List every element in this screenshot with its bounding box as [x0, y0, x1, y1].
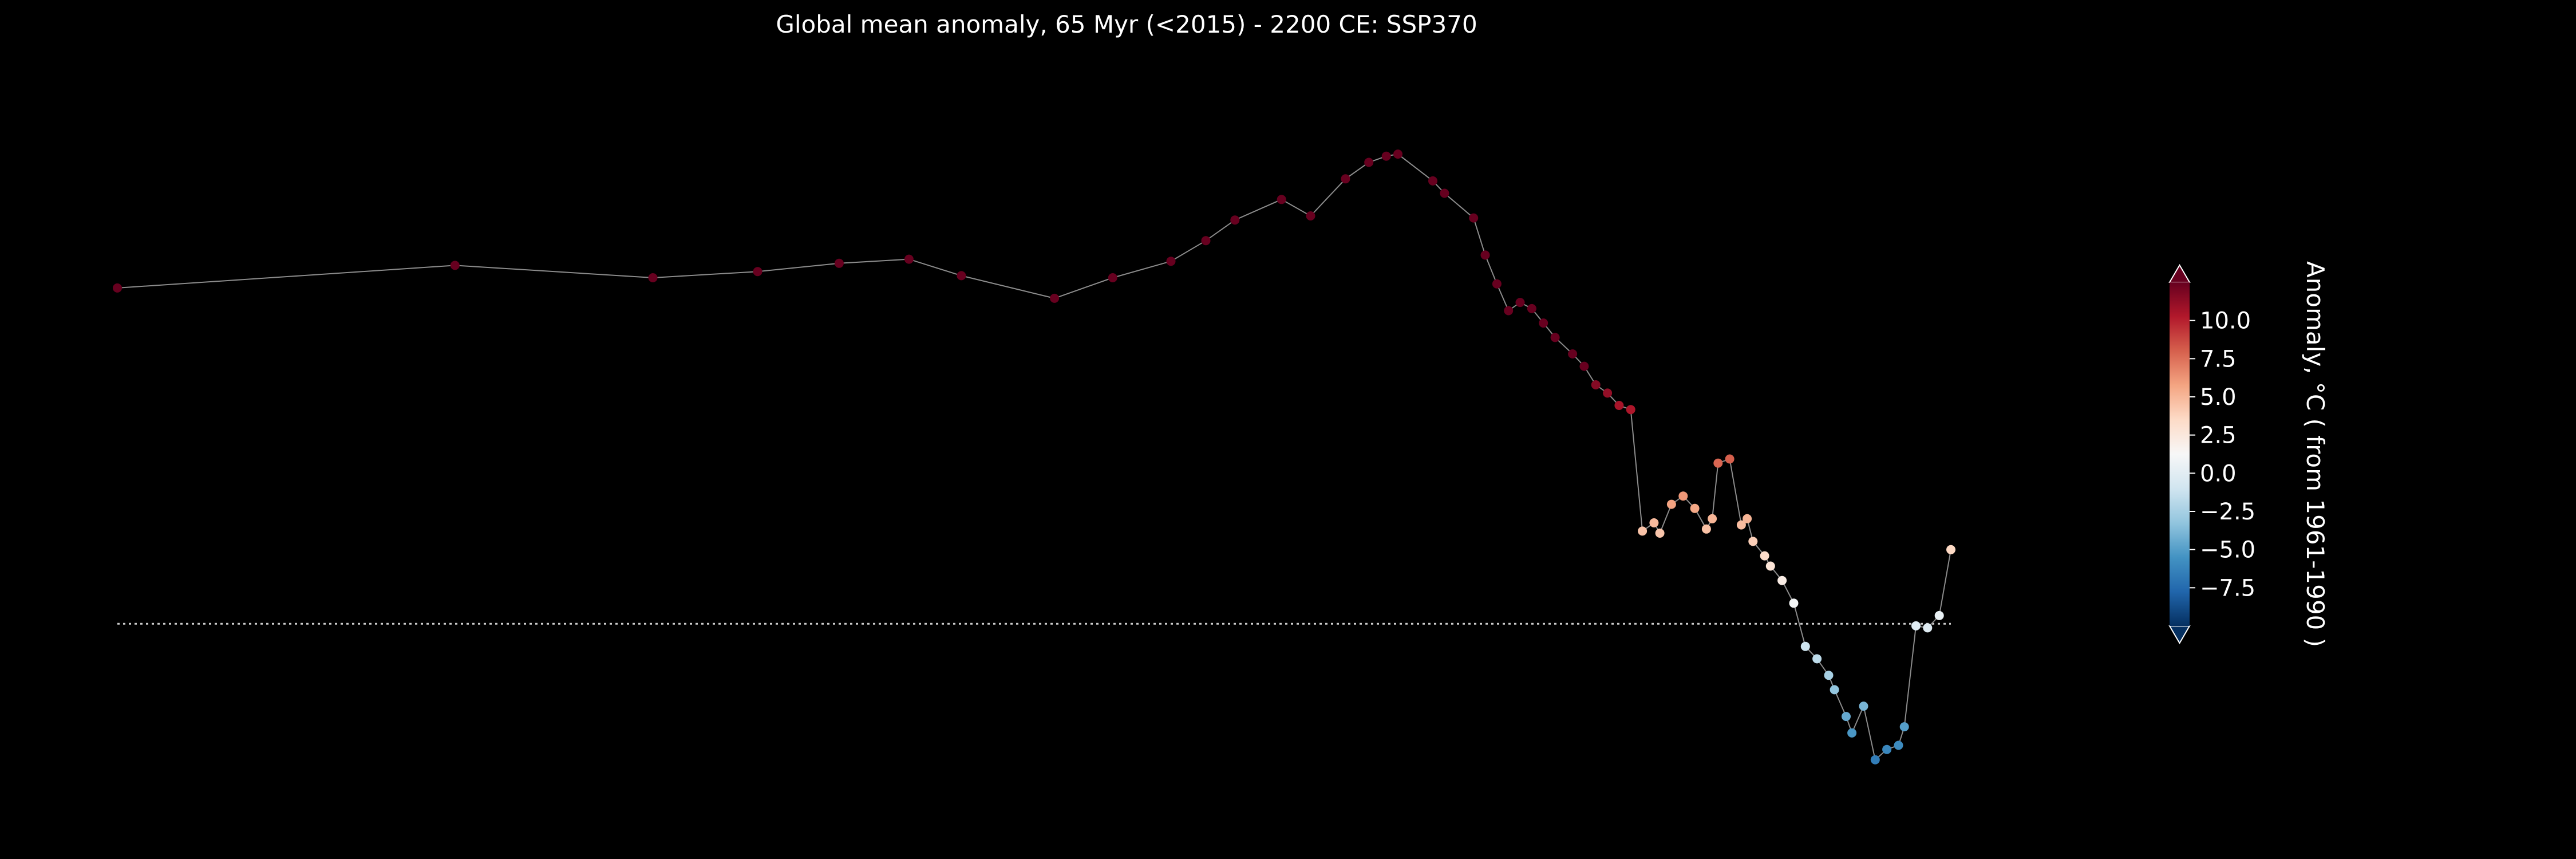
data-point: [1166, 257, 1176, 266]
data-point: [648, 273, 658, 282]
data-point: [1201, 236, 1211, 246]
data-point: [1701, 524, 1711, 534]
data-point: [1713, 458, 1723, 468]
data-point: [450, 261, 460, 270]
colorbar-tick-label: 5.0: [2200, 384, 2237, 411]
data-point: [1748, 537, 1758, 546]
data-point: [1765, 561, 1775, 571]
data-point: [1393, 149, 1402, 159]
colorbar-extend-top: [2168, 264, 2191, 283]
data-point: [1824, 671, 1834, 680]
data-point: [1603, 388, 1613, 398]
data-point: [1666, 499, 1676, 509]
data-point: [1341, 174, 1350, 184]
colorbar-ticks: 10.0 7.5 5.0 2.5 0.0 −2.5 −5.0 −7.5: [2190, 308, 2255, 601]
data-point: [1504, 306, 1514, 316]
data-point: [1923, 623, 1933, 633]
data-point: [1870, 755, 1880, 765]
data-point: [1830, 685, 1839, 695]
data-point: [1690, 503, 1700, 513]
data-point: [1108, 273, 1117, 282]
data-point: [1277, 195, 1286, 204]
data-point: [1894, 740, 1903, 750]
data-point: [1539, 318, 1548, 328]
data-point: [1050, 293, 1060, 303]
data-point: [753, 267, 762, 277]
chart-title: Global mean anomaly, 65 Myr (<2015) - 22…: [776, 10, 1477, 38]
colorbar-label: Anomaly, °C ( from 1961-1990 ): [2301, 261, 2329, 647]
data-point: [1579, 361, 1589, 371]
data-point: [1527, 304, 1536, 313]
data-point: [1859, 702, 1868, 711]
data-point: [1743, 514, 1752, 523]
colorbar-tick-label: 7.5: [2200, 346, 2237, 372]
data-point: [1842, 712, 1851, 722]
data-point: [1911, 621, 1921, 631]
data-point: [1550, 333, 1560, 342]
data-point: [1626, 405, 1635, 415]
colorbar-tick-label: −2.5: [2200, 499, 2255, 525]
data-point: [1649, 518, 1659, 527]
data-point: [1568, 349, 1578, 358]
data-point: [1591, 380, 1601, 389]
data-point: [1946, 545, 1955, 554]
data-point: [957, 271, 966, 281]
data-point: [1800, 641, 1810, 651]
colorbar-gradient: [2170, 282, 2190, 626]
data-point: [1708, 514, 1717, 523]
colorbar-extend-bottom: [2168, 625, 2191, 644]
series-connector-line: [117, 153, 1951, 761]
data-point: [1469, 213, 1479, 223]
data-point: [1777, 576, 1787, 585]
data-point: [834, 258, 844, 268]
colorbar-tick-label: 10.0: [2200, 308, 2251, 334]
data-point: [1614, 401, 1624, 410]
data-point: [1306, 211, 1315, 220]
data-point: [1736, 520, 1746, 530]
data-point: [904, 254, 914, 264]
data-point: [1515, 298, 1525, 308]
colorbar-tick-label: 2.5: [2200, 423, 2237, 449]
data-point: [1812, 654, 1822, 664]
data-point: [1725, 454, 1735, 464]
data-point: [1428, 176, 1437, 186]
data-point: [1899, 722, 1909, 732]
data-point: [1480, 250, 1490, 260]
data-point: [1934, 610, 1944, 620]
data-point: [1882, 744, 1892, 754]
data-point: [1381, 151, 1391, 161]
data-point: [1789, 598, 1799, 608]
data-point: [1364, 157, 1374, 167]
colorbar: 10.0 7.5 5.0 2.5 0.0 −2.5 −5.0 −7.5 Anomaly, °C…: [2168, 261, 2329, 647]
data-point: [113, 283, 122, 293]
colorbar-tick-label: −7.5: [2200, 575, 2255, 601]
data-point: [1847, 728, 1857, 738]
data-points: [113, 149, 1955, 765]
data-point: [1492, 279, 1502, 289]
data-point: [1440, 188, 1449, 198]
data-point: [1638, 526, 1647, 536]
colorbar-tick-label: 0.0: [2200, 460, 2237, 487]
data-point: [1655, 529, 1665, 538]
data-point: [1230, 215, 1240, 225]
colorbar-tick-label: −5.0: [2200, 537, 2255, 564]
data-point: [1760, 551, 1769, 561]
data-point: [1678, 491, 1688, 501]
